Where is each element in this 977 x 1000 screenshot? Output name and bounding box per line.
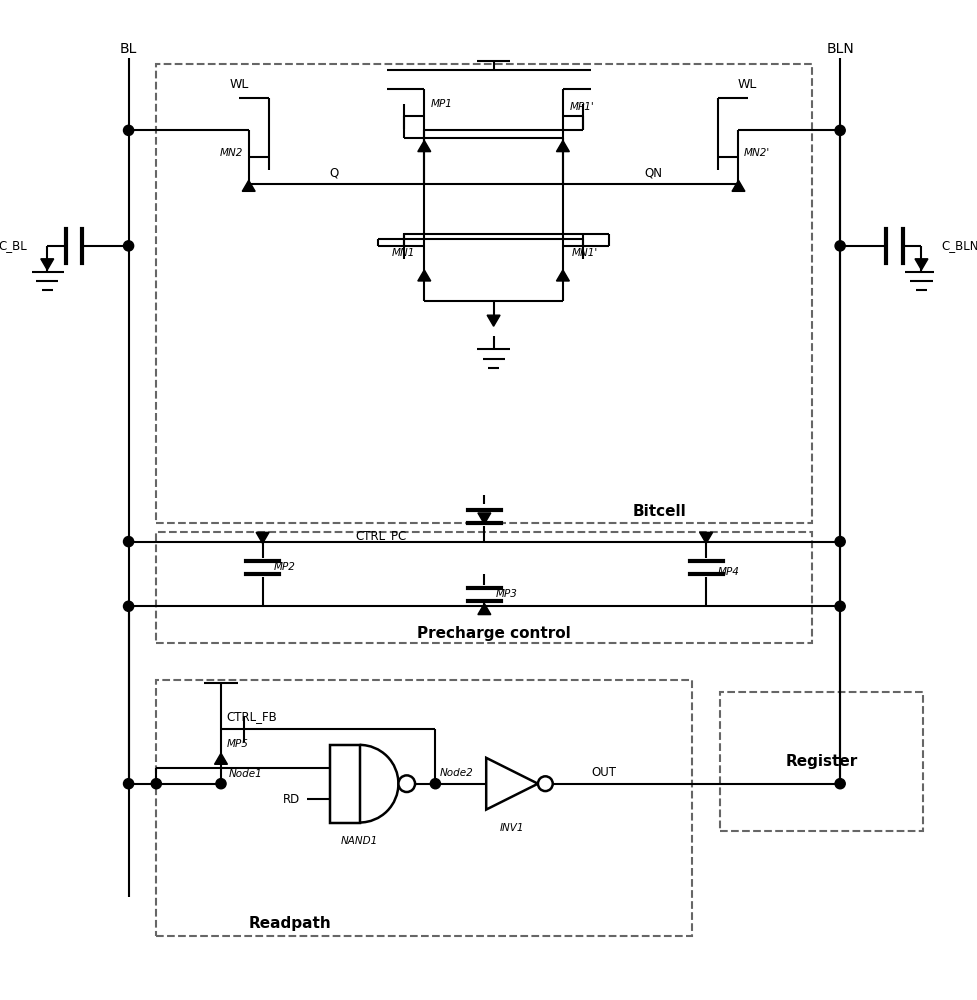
Text: MP1': MP1' bbox=[570, 102, 594, 112]
Text: CTRL_PC: CTRL_PC bbox=[355, 529, 406, 542]
Text: Register: Register bbox=[786, 754, 858, 769]
Text: Node2: Node2 bbox=[440, 768, 474, 778]
Polygon shape bbox=[478, 603, 490, 615]
Polygon shape bbox=[418, 270, 431, 281]
Text: MP1: MP1 bbox=[431, 99, 452, 109]
Polygon shape bbox=[242, 180, 255, 191]
Polygon shape bbox=[557, 270, 570, 281]
Text: RD: RD bbox=[283, 793, 301, 806]
Bar bbox=[156, 532, 813, 643]
Polygon shape bbox=[256, 532, 269, 543]
Bar bbox=[156, 64, 813, 523]
Circle shape bbox=[835, 241, 845, 251]
Text: MP5: MP5 bbox=[227, 739, 248, 749]
Circle shape bbox=[123, 601, 134, 611]
Polygon shape bbox=[557, 141, 570, 152]
Text: BLN: BLN bbox=[827, 42, 854, 56]
Text: WL: WL bbox=[738, 78, 757, 91]
Circle shape bbox=[123, 241, 134, 251]
Text: WL: WL bbox=[230, 78, 249, 91]
Polygon shape bbox=[488, 315, 500, 326]
Circle shape bbox=[430, 779, 441, 789]
Polygon shape bbox=[418, 141, 431, 152]
Text: BL: BL bbox=[120, 42, 137, 56]
Text: MN1: MN1 bbox=[392, 248, 415, 258]
Text: Node1: Node1 bbox=[229, 769, 262, 779]
Text: MN2': MN2' bbox=[744, 148, 770, 158]
Circle shape bbox=[123, 779, 134, 789]
Circle shape bbox=[835, 537, 845, 547]
Polygon shape bbox=[915, 259, 928, 270]
Circle shape bbox=[835, 779, 845, 789]
Polygon shape bbox=[215, 753, 228, 764]
Bar bbox=[156, 680, 693, 936]
Text: OUT: OUT bbox=[591, 766, 616, 779]
Circle shape bbox=[123, 125, 134, 135]
Bar bbox=[330, 745, 360, 823]
Text: QN: QN bbox=[645, 166, 662, 179]
Text: MP3: MP3 bbox=[495, 589, 517, 599]
Circle shape bbox=[835, 125, 845, 135]
Text: MN2: MN2 bbox=[220, 148, 243, 158]
Polygon shape bbox=[700, 532, 712, 543]
Text: MP2: MP2 bbox=[274, 562, 295, 572]
Bar bbox=[720, 692, 923, 831]
Text: INV1: INV1 bbox=[500, 823, 525, 833]
Text: MP4: MP4 bbox=[717, 567, 740, 577]
Text: CTRL_FB: CTRL_FB bbox=[227, 710, 277, 723]
Polygon shape bbox=[478, 513, 490, 524]
Text: MN1': MN1' bbox=[573, 248, 598, 258]
Text: C_BLN: C_BLN bbox=[942, 239, 977, 252]
Circle shape bbox=[399, 775, 415, 792]
Text: Q: Q bbox=[329, 166, 338, 179]
Text: C_BL: C_BL bbox=[0, 239, 27, 252]
Text: NAND1: NAND1 bbox=[341, 836, 378, 846]
Polygon shape bbox=[732, 180, 744, 191]
Text: Precharge control: Precharge control bbox=[417, 626, 571, 641]
Circle shape bbox=[538, 776, 553, 791]
Polygon shape bbox=[487, 758, 538, 810]
Polygon shape bbox=[41, 259, 54, 270]
Text: Readpath: Readpath bbox=[249, 916, 331, 931]
Circle shape bbox=[835, 601, 845, 611]
Text: Bitcell: Bitcell bbox=[633, 504, 687, 519]
Circle shape bbox=[123, 537, 134, 547]
Circle shape bbox=[151, 779, 161, 789]
Circle shape bbox=[216, 779, 226, 789]
